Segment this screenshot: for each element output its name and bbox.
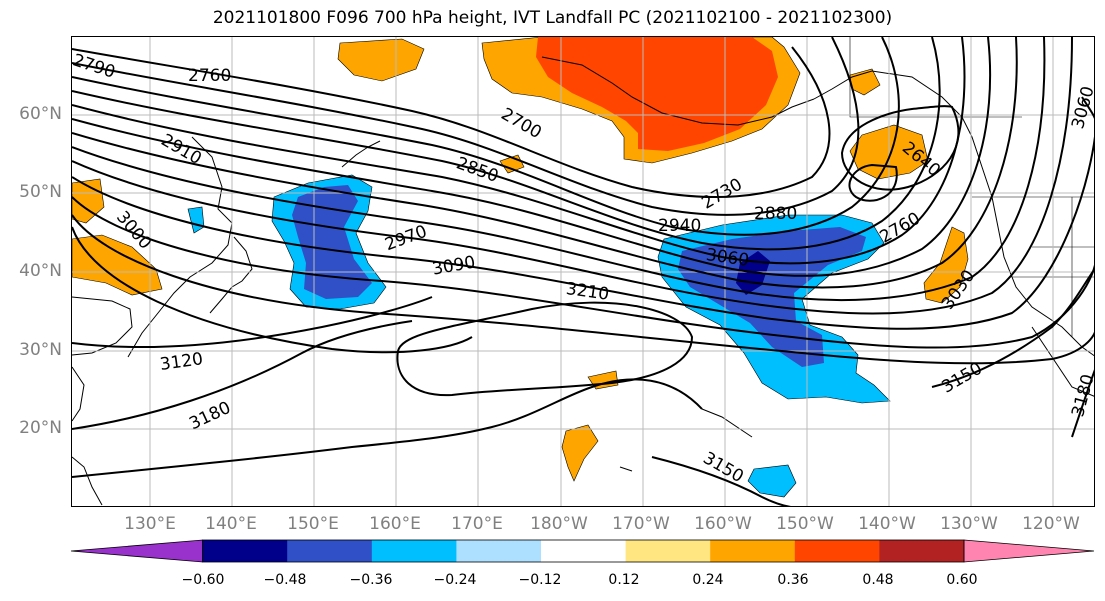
colorbar-extend-low xyxy=(70,539,203,563)
coastlines xyxy=(72,56,1094,506)
contour-label: 3060 xyxy=(1068,84,1095,131)
contour-label: 2730 xyxy=(698,175,745,214)
colorbar-tick-label: −0.24 xyxy=(433,572,477,588)
height-contours xyxy=(72,37,1094,506)
contour-label: 2880 xyxy=(754,204,797,224)
colorbar-swatch xyxy=(202,540,288,562)
map-canvas: 2790 2760 2910 3000 2700 2850 2970 3090 … xyxy=(72,37,1095,506)
colorbar-tick-label: 0.24 xyxy=(692,572,724,588)
lon-label-170w: 170°W xyxy=(612,514,670,534)
borders xyxy=(849,37,1094,337)
colorbar-tick-label: 0.48 xyxy=(862,572,894,588)
lon-label-140w: 140°W xyxy=(858,514,916,534)
contour-label: 2760 xyxy=(876,209,923,248)
colorbar-tick-label: −0.12 xyxy=(518,572,562,588)
colorbar-tick-label: −0.60 xyxy=(181,572,225,588)
contour-label: 2700 xyxy=(497,104,544,143)
colorbar-swatch xyxy=(456,540,542,562)
colorbar-tick-label: −0.36 xyxy=(349,572,393,588)
colorbar-swatch xyxy=(710,540,796,562)
colorbar-swatch xyxy=(625,540,711,562)
contour-label: 3180 xyxy=(1068,372,1095,419)
map-title: 2021101800 F096 700 hPa height, IVT Land… xyxy=(212,8,893,28)
contour-label: 3120 xyxy=(159,349,205,375)
lon-label-130w: 130°W xyxy=(940,514,998,534)
lat-label-60n: 60°N xyxy=(19,104,62,124)
lat-label-40n: 40°N xyxy=(19,261,62,281)
lon-label-180w: 180°W xyxy=(530,514,588,534)
lon-label-130e: 130°E xyxy=(124,514,176,534)
colorbar-swatch xyxy=(541,540,627,562)
contour-label: 3150 xyxy=(938,359,985,398)
colorbar-swatch xyxy=(287,540,373,562)
colorbar xyxy=(70,539,1095,563)
lon-label-120w: 120°W xyxy=(1022,514,1080,534)
lon-label-140e: 140°E xyxy=(205,514,257,534)
lat-label-50n: 50°N xyxy=(19,182,62,202)
contour-label: 2940 xyxy=(658,216,701,236)
contour-label: 2910 xyxy=(157,130,204,169)
colorbar-tick-label: 0.60 xyxy=(946,572,978,588)
contour-label: 3210 xyxy=(565,279,611,305)
lon-label-150e: 150°E xyxy=(287,514,339,534)
colorbar-swatch xyxy=(879,540,965,562)
contour-label: 2760 xyxy=(188,66,231,86)
lon-label-160w: 160°W xyxy=(694,514,752,534)
lon-label-170e: 170°E xyxy=(451,514,503,534)
lon-label-150w: 150°W xyxy=(776,514,834,534)
colorbar-tick-label: −0.48 xyxy=(263,572,307,588)
colorbar-swatches xyxy=(70,539,1095,563)
colorbar-tick-label: 0.12 xyxy=(608,572,640,588)
contour-label: 3150 xyxy=(699,448,746,487)
colorbar-tick-label: 0.36 xyxy=(777,572,809,588)
map-panel: 2790 2760 2910 3000 2700 2850 2970 3090 … xyxy=(71,36,1095,507)
colorbar-swatch xyxy=(371,540,457,562)
contour-label: 3090 xyxy=(431,252,477,279)
lat-label-30n: 30°N xyxy=(19,340,62,360)
colorbar-extend-high xyxy=(963,539,1095,563)
contour-label: 2970 xyxy=(382,222,429,256)
colorbar-swatch xyxy=(794,540,880,562)
lon-label-160e: 160°E xyxy=(369,514,421,534)
lat-label-20n: 20°N xyxy=(19,418,62,438)
